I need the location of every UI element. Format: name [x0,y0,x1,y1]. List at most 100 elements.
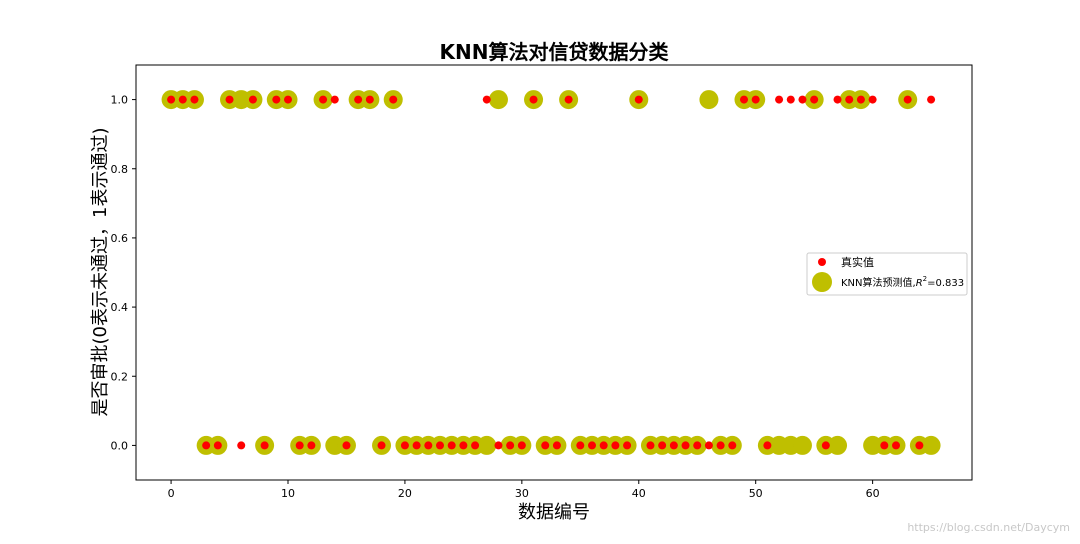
true-value-point [295,441,304,450]
true-value-point [892,441,900,450]
y-tick-label: 0.6 [111,232,129,245]
true-value-point [307,441,316,450]
true-value-point [167,95,176,104]
true-value-point [237,441,246,450]
y-tick-label: 0.8 [111,163,129,176]
true-value-point [588,441,596,450]
true-value-point [728,441,737,450]
true-value-point [494,441,503,450]
true-value-point [377,441,386,450]
true-value-point [576,441,585,450]
true-value-point [424,441,433,450]
prediction-point [792,435,812,455]
true-value-point [599,441,608,450]
true-value-point [880,441,889,450]
true-value-point [248,95,257,104]
true-value-point [319,95,328,104]
true-value-point [658,441,667,450]
true-value-point [564,95,573,104]
true-value-point [681,441,690,450]
legend-marker-pred [812,272,832,292]
legend-marker-true [818,258,826,266]
true-value-point [669,441,678,450]
true-value-point [178,95,187,104]
y-tick-label: 0.2 [111,370,129,383]
true-value-point [716,441,725,450]
true-value-point [471,441,480,450]
true-value-point [693,441,702,450]
prediction-point [699,90,719,110]
legend: 真实值 KNN算法预测值,R2=0.833 [806,252,968,296]
true-value-point [541,441,550,450]
true-value-point [903,95,912,104]
true-value-point [786,95,795,104]
true-value-point [751,95,760,104]
x-tick-label: 0 [168,487,175,500]
true-value-point [775,95,784,104]
true-value-point [506,441,515,450]
legend-pred-name: KNN算法预测值, [841,276,916,289]
legend-r2-value: =0.833 [927,278,964,289]
legend-label-pred: KNN算法预测值,R2=0.833 [841,275,964,289]
true-value-point [845,95,854,104]
true-value-point [436,441,444,450]
true-value-point [272,95,281,104]
x-tick-label: 50 [749,487,763,500]
true-value-point [517,441,526,450]
true-value-point [927,95,936,104]
x-tick-label: 20 [398,487,412,500]
true-value-point [213,441,222,450]
x-tick-label: 10 [281,487,295,500]
true-value-point [389,95,398,104]
true-value-point [284,95,292,104]
true-value-point [225,95,234,104]
legend-box [806,252,968,296]
true-value-point [821,441,830,450]
true-value-point [868,95,877,104]
chart-title: KNN算法对信贷数据分类 [440,40,669,64]
y-tick-label: 0.0 [111,439,129,452]
true-value-point [412,441,421,450]
true-value-point [400,441,409,450]
true-value-point [740,95,748,104]
prediction-point [488,90,508,110]
true-value-point [330,95,339,104]
y-tick-label: 0.4 [111,301,129,314]
x-axis-ticks: 0 10 20 30 40 50 60 [168,480,880,500]
prediction-point [828,435,848,455]
true-value-point [833,95,842,104]
true-value-point [611,441,620,450]
legend-r2-symbol: R [916,278,923,289]
true-value-point [365,95,374,104]
true-value-point [634,95,643,104]
y-axis-label: 是否审批(0表示未通过，1表示通过) [90,128,111,417]
x-axis-label: 数据编号 [518,502,590,523]
true-value-point [354,95,363,104]
true-value-point [704,441,713,450]
true-value-point [798,95,807,104]
true-value-point [342,441,351,450]
prediction-point [477,435,497,455]
true-value-point [646,441,655,450]
legend-r2-sup: 2 [923,275,927,283]
x-tick-label: 40 [632,487,646,500]
true-value-series [167,95,936,450]
true-value-point [459,441,468,450]
true-value-point [260,441,269,450]
prediction-point [921,435,941,455]
y-tick-label: 1.0 [111,94,129,107]
true-value-point [763,441,772,450]
x-tick-label: 30 [515,487,529,500]
y-axis-ticks: 0.0 0.2 0.4 0.6 0.8 1.0 [111,94,136,452]
true-value-point [190,95,199,104]
true-value-point [482,95,491,104]
true-value-point [202,441,211,450]
true-value-point [856,95,865,104]
watermark: https://blog.csdn.net/Daycym [907,521,1070,534]
true-value-point [529,95,538,104]
true-value-point [447,441,456,450]
true-value-point [552,441,561,450]
x-tick-label: 60 [866,487,880,500]
true-value-point [623,441,632,450]
